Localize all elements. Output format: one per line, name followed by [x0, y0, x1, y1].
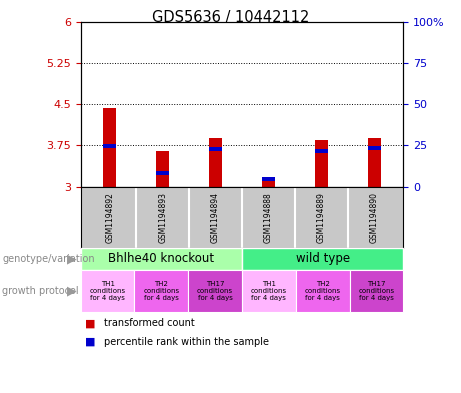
Text: GSM1194893: GSM1194893	[158, 192, 167, 242]
Bar	[103, 144, 116, 148]
Text: transformed count: transformed count	[104, 318, 195, 329]
Text: growth protocol: growth protocol	[2, 286, 79, 296]
Text: TH17
conditions
for 4 days: TH17 conditions for 4 days	[197, 281, 233, 301]
Bar	[262, 180, 275, 187]
Text: ■: ■	[85, 337, 96, 347]
Bar	[262, 177, 275, 181]
Bar	[103, 108, 116, 187]
Text: GDS5636 / 10442112: GDS5636 / 10442112	[152, 10, 309, 25]
Bar	[242, 270, 296, 312]
Bar	[315, 140, 328, 187]
Bar	[156, 171, 169, 174]
Text: GSM1194888: GSM1194888	[264, 192, 273, 242]
Bar	[135, 270, 188, 312]
Bar	[315, 149, 328, 152]
Text: TH2
conditions
for 4 days: TH2 conditions for 4 days	[305, 281, 341, 301]
Text: wild type: wild type	[296, 252, 350, 266]
Bar	[242, 248, 403, 270]
Bar	[81, 270, 135, 312]
Text: GSM1194894: GSM1194894	[211, 192, 220, 242]
Text: GSM1194889: GSM1194889	[317, 192, 326, 242]
Bar	[368, 146, 381, 150]
Bar	[81, 248, 242, 270]
Text: TH17
conditions
for 4 days: TH17 conditions for 4 days	[358, 281, 395, 301]
Text: GSM1194890: GSM1194890	[370, 192, 379, 242]
Text: Bhlhe40 knockout: Bhlhe40 knockout	[108, 252, 214, 266]
Text: TH1
conditions
for 4 days: TH1 conditions for 4 days	[89, 281, 126, 301]
Bar	[156, 151, 169, 187]
Text: TH1
conditions
for 4 days: TH1 conditions for 4 days	[251, 281, 287, 301]
Bar	[349, 270, 403, 312]
Text: ▶: ▶	[67, 252, 76, 266]
Text: genotype/variation: genotype/variation	[2, 254, 95, 264]
Text: TH2
conditions
for 4 days: TH2 conditions for 4 days	[143, 281, 179, 301]
Bar	[296, 270, 349, 312]
Bar	[188, 270, 242, 312]
Text: ■: ■	[85, 318, 96, 329]
Bar	[209, 138, 222, 187]
Bar	[209, 147, 222, 151]
Text: percentile rank within the sample: percentile rank within the sample	[104, 337, 269, 347]
Text: GSM1194892: GSM1194892	[105, 192, 114, 242]
Bar	[368, 138, 381, 187]
Text: ▶: ▶	[67, 285, 76, 298]
